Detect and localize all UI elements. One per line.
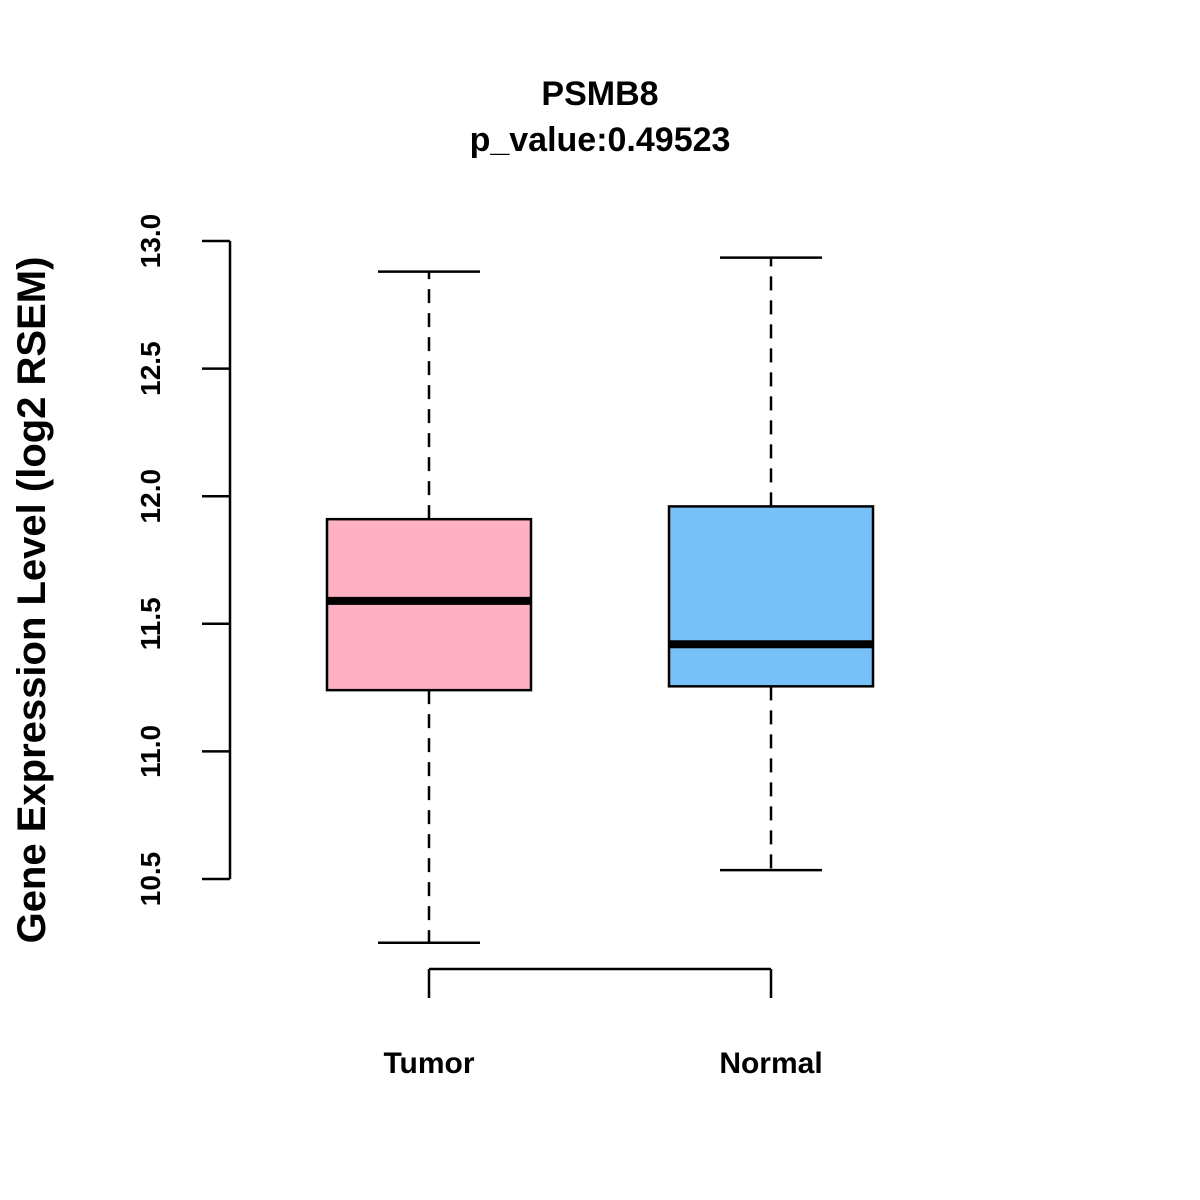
x-tick-label: Normal	[719, 1047, 822, 1080]
chart-title: PSMB8	[541, 75, 658, 113]
chart-subtitle: p_value:0.49523	[470, 121, 731, 159]
y-tick-label: 11.0	[135, 725, 166, 778]
y-tick-label: 13.0	[135, 214, 166, 269]
x-axis: Tumor Normal	[383, 967, 823, 1080]
box-normal	[667, 256, 875, 872]
box-tumor	[325, 270, 533, 945]
box-iqr	[667, 505, 875, 688]
y-axis: 10.5 11.0 11.5 12.0 12.5 13.0	[135, 214, 232, 907]
y-tick-label: 12.5	[135, 341, 166, 396]
x-tick-label: Tumor	[383, 1047, 474, 1080]
y-tick-label: 10.5	[135, 852, 166, 907]
y-axis-label: Gene Expression Level (log2 RSEM)	[10, 257, 54, 944]
boxes-group	[325, 256, 875, 945]
y-tick-label: 11.5	[135, 597, 166, 650]
y-tick-label: 12.0	[135, 469, 166, 524]
